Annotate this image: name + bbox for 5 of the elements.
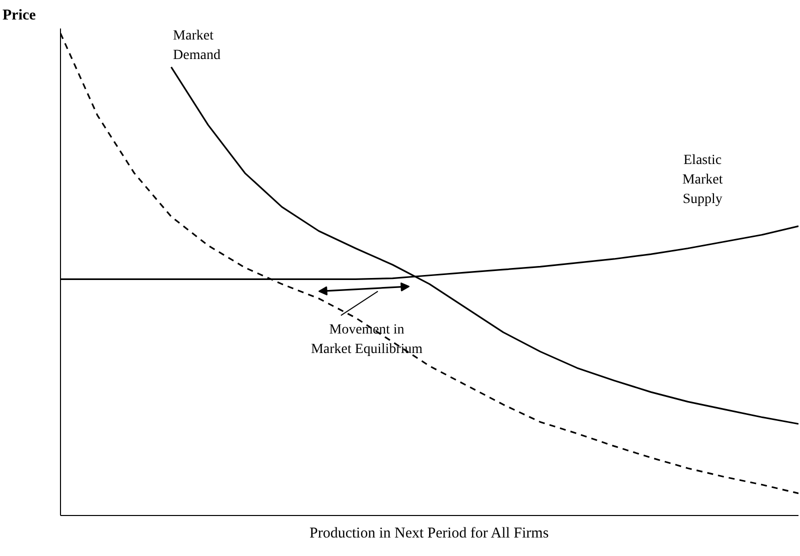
y-axis-title: Price <box>2 8 36 24</box>
text: Elastic Market Supply <box>682 152 723 207</box>
series-label: Market Demand <box>173 28 220 63</box>
annotation: Movement in Market Equilibrium <box>310 322 423 358</box>
x-axis-title: Production in Next Period for All Firms <box>310 526 549 542</box>
